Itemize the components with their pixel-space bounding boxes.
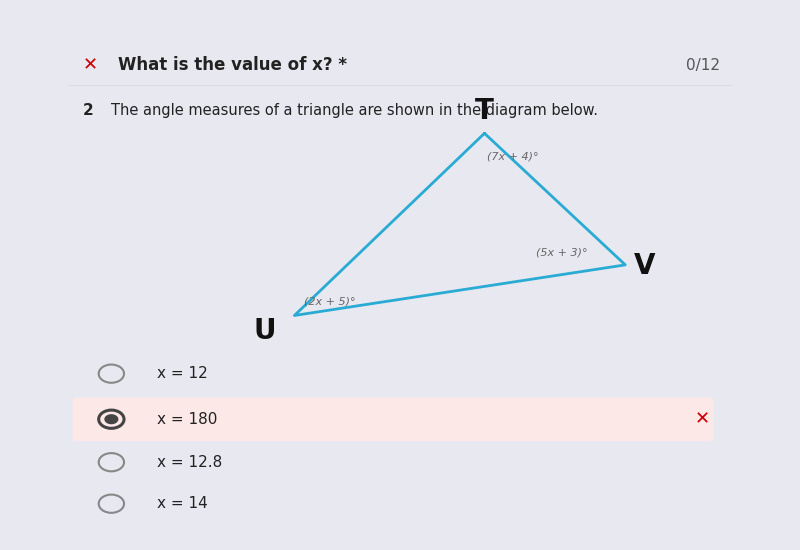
Text: x = 12: x = 12	[157, 366, 208, 381]
Text: T: T	[475, 97, 494, 124]
Text: (5x + 3)°: (5x + 3)°	[536, 248, 588, 257]
Text: The angle measures of a triangle are shown in the diagram below.: The angle measures of a triangle are sho…	[111, 103, 598, 118]
Text: ✕: ✕	[695, 410, 710, 428]
Text: ✕: ✕	[83, 56, 98, 74]
Circle shape	[104, 414, 118, 424]
Text: (2x + 5)°: (2x + 5)°	[304, 297, 355, 307]
Text: V: V	[634, 252, 656, 280]
Text: x = 12.8: x = 12.8	[157, 455, 222, 470]
Text: (7x + 4)°: (7x + 4)°	[487, 151, 538, 161]
Text: What is the value of x? *: What is the value of x? *	[118, 56, 347, 74]
Text: 2: 2	[83, 103, 94, 118]
Text: x = 14: x = 14	[157, 496, 208, 511]
Text: x = 180: x = 180	[157, 412, 218, 427]
FancyBboxPatch shape	[73, 398, 714, 441]
Text: U: U	[254, 317, 276, 345]
Text: 0/12: 0/12	[686, 58, 720, 73]
